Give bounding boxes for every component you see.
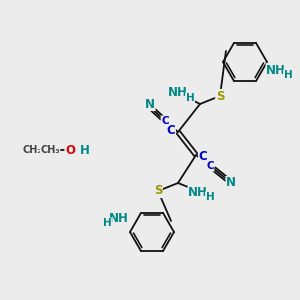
- Text: S: S: [216, 89, 224, 103]
- Text: S: S: [154, 184, 162, 197]
- Text: C: C: [206, 161, 214, 171]
- Text: H: H: [80, 143, 90, 157]
- Text: NH: NH: [266, 64, 286, 76]
- Text: O: O: [65, 143, 75, 157]
- Text: C: C: [167, 124, 176, 136]
- Text: NH: NH: [168, 86, 188, 100]
- Text: CH₃: CH₃: [40, 145, 60, 155]
- Text: NH: NH: [188, 187, 208, 200]
- Text: NH: NH: [109, 212, 129, 224]
- Text: H: H: [103, 218, 111, 228]
- Text: C: C: [161, 116, 169, 126]
- Text: H: H: [186, 93, 194, 103]
- Text: N: N: [145, 98, 155, 110]
- Text: H: H: [206, 192, 214, 202]
- Text: H: H: [284, 70, 292, 80]
- Text: N: N: [226, 176, 236, 190]
- Text: CH₂: CH₂: [22, 145, 42, 155]
- Text: C: C: [199, 151, 207, 164]
